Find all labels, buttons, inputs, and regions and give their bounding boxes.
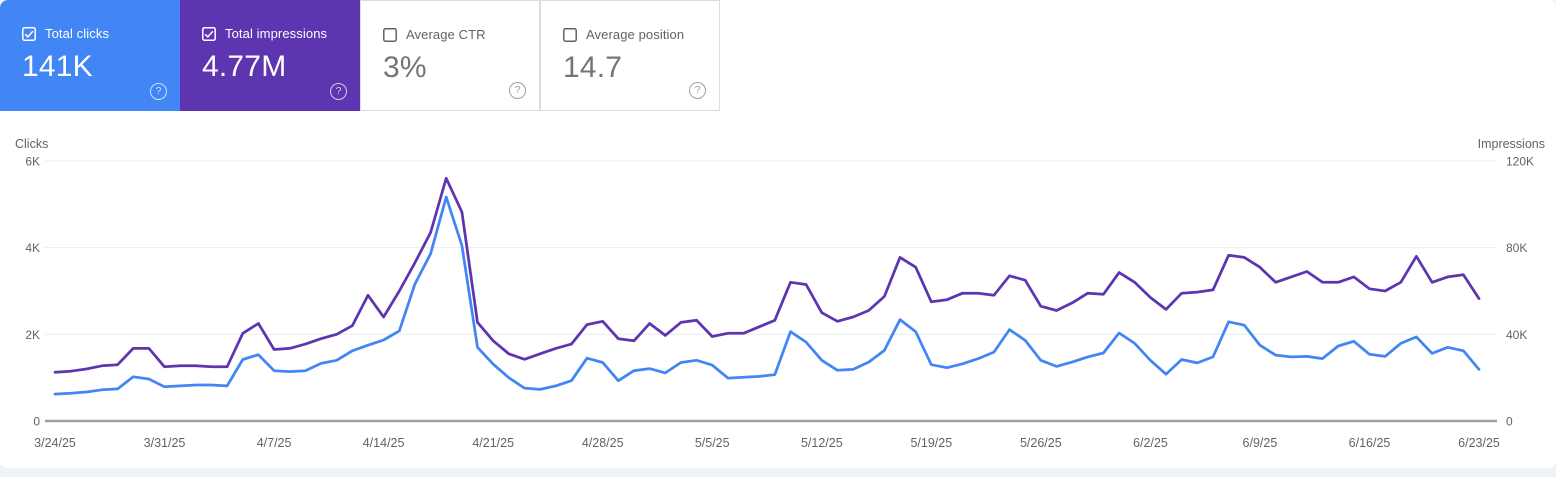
data-series	[53, 176, 1481, 396]
metric-card-average-ctr[interactable]: Average CTR 3% ?	[360, 0, 540, 111]
help-icon[interactable]: ?	[150, 83, 167, 100]
y-tick-right: 80K	[1506, 241, 1527, 255]
y-axis-labels: 6K 120K 4K 80K 2K 40K 0 0	[25, 155, 1534, 429]
metric-label: Average position	[586, 27, 685, 42]
metric-label: Total clicks	[45, 26, 110, 41]
metric-value: 141K	[22, 50, 93, 83]
y-tick-right: 0	[1506, 415, 1513, 429]
metric-value: 14.7	[563, 51, 623, 84]
left-axis-title: Clicks	[15, 137, 48, 151]
metric-card-average-position[interactable]: Average position 14.7 ?	[540, 0, 720, 111]
x-tick-label: 5/12/25	[801, 436, 843, 450]
y-tick-left: 4K	[25, 241, 40, 255]
metric-value: 4.77M	[202, 50, 287, 83]
metric-value: 3%	[383, 51, 427, 84]
y-tick-right: 120K	[1506, 155, 1534, 169]
y-tick-right: 40K	[1506, 328, 1527, 342]
help-icon[interactable]: ?	[330, 83, 347, 100]
x-axis-labels: 3/24/25 3/31/25 4/7/25 4/14/25 4/21/25 4/28/2…	[34, 436, 1500, 450]
x-tick-label: 4/21/25	[472, 436, 514, 450]
gridlines	[45, 160, 1497, 423]
x-tick-label: 6/23/25	[1458, 436, 1500, 450]
x-tick-label: 6/16/25	[1349, 436, 1391, 450]
checkbox-checked-icon[interactable]	[22, 26, 36, 41]
metric-card-total-clicks[interactable]: Total clicks 141K ?	[0, 0, 180, 111]
total-clicks-line[interactable]	[53, 195, 1481, 396]
help-icon[interactable]: ?	[509, 82, 526, 99]
metric-label: Total impressions	[225, 26, 328, 41]
checkbox-checked-icon[interactable]	[202, 26, 216, 41]
x-tick-label: 4/7/25	[257, 436, 292, 450]
y-tick-left: 2K	[25, 328, 40, 342]
right-axis-title: Impressions	[1478, 137, 1545, 151]
checkbox-unchecked-icon[interactable]	[383, 27, 397, 42]
metric-cards-row: Total clicks 141K ? Total impressions 4.…	[0, 0, 720, 111]
y-tick-left: 6K	[25, 155, 40, 169]
total-impressions-line[interactable]	[53, 176, 1481, 374]
x-tick-label: 3/31/25	[144, 436, 186, 450]
x-tick-label: 3/24/25	[34, 436, 76, 450]
metric-label: Average CTR	[406, 27, 486, 42]
x-tick-label: 4/28/25	[582, 436, 624, 450]
y-tick-left: 0	[33, 415, 40, 429]
metric-card-total-impressions[interactable]: Total impressions 4.77M ?	[180, 0, 360, 111]
x-tick-label: 6/9/25	[1243, 436, 1278, 450]
checkbox-unchecked-icon[interactable]	[563, 27, 577, 42]
x-tick-label: 5/19/25	[910, 436, 952, 450]
x-tick-label: 4/14/25	[363, 436, 405, 450]
x-tick-label: 6/2/25	[1133, 436, 1168, 450]
x-tick-label: 5/5/25	[695, 436, 730, 450]
help-icon[interactable]: ?	[689, 82, 706, 99]
x-tick-label: 5/26/25	[1020, 436, 1062, 450]
